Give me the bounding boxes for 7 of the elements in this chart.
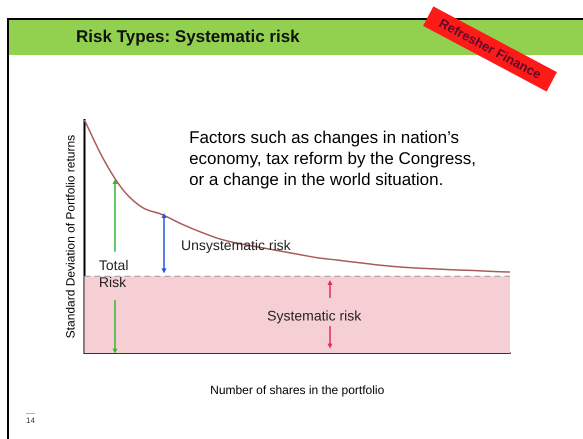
band-label: Systematic risk [267,308,362,324]
annotation: Factors such as changes in nation’s economy, tax reform by the Congress, or a change in the world situation. [189,126,478,190]
y-axis-title: Standard Deviation of Portfolio returns [64,134,78,338]
text: 14 [26,413,35,425]
annotation: Total Risk [98,256,130,291]
x-axis-title: Number of shares in the portfolio [210,383,385,398]
chart-title: Risk Types: Systematic risk [76,27,300,47]
